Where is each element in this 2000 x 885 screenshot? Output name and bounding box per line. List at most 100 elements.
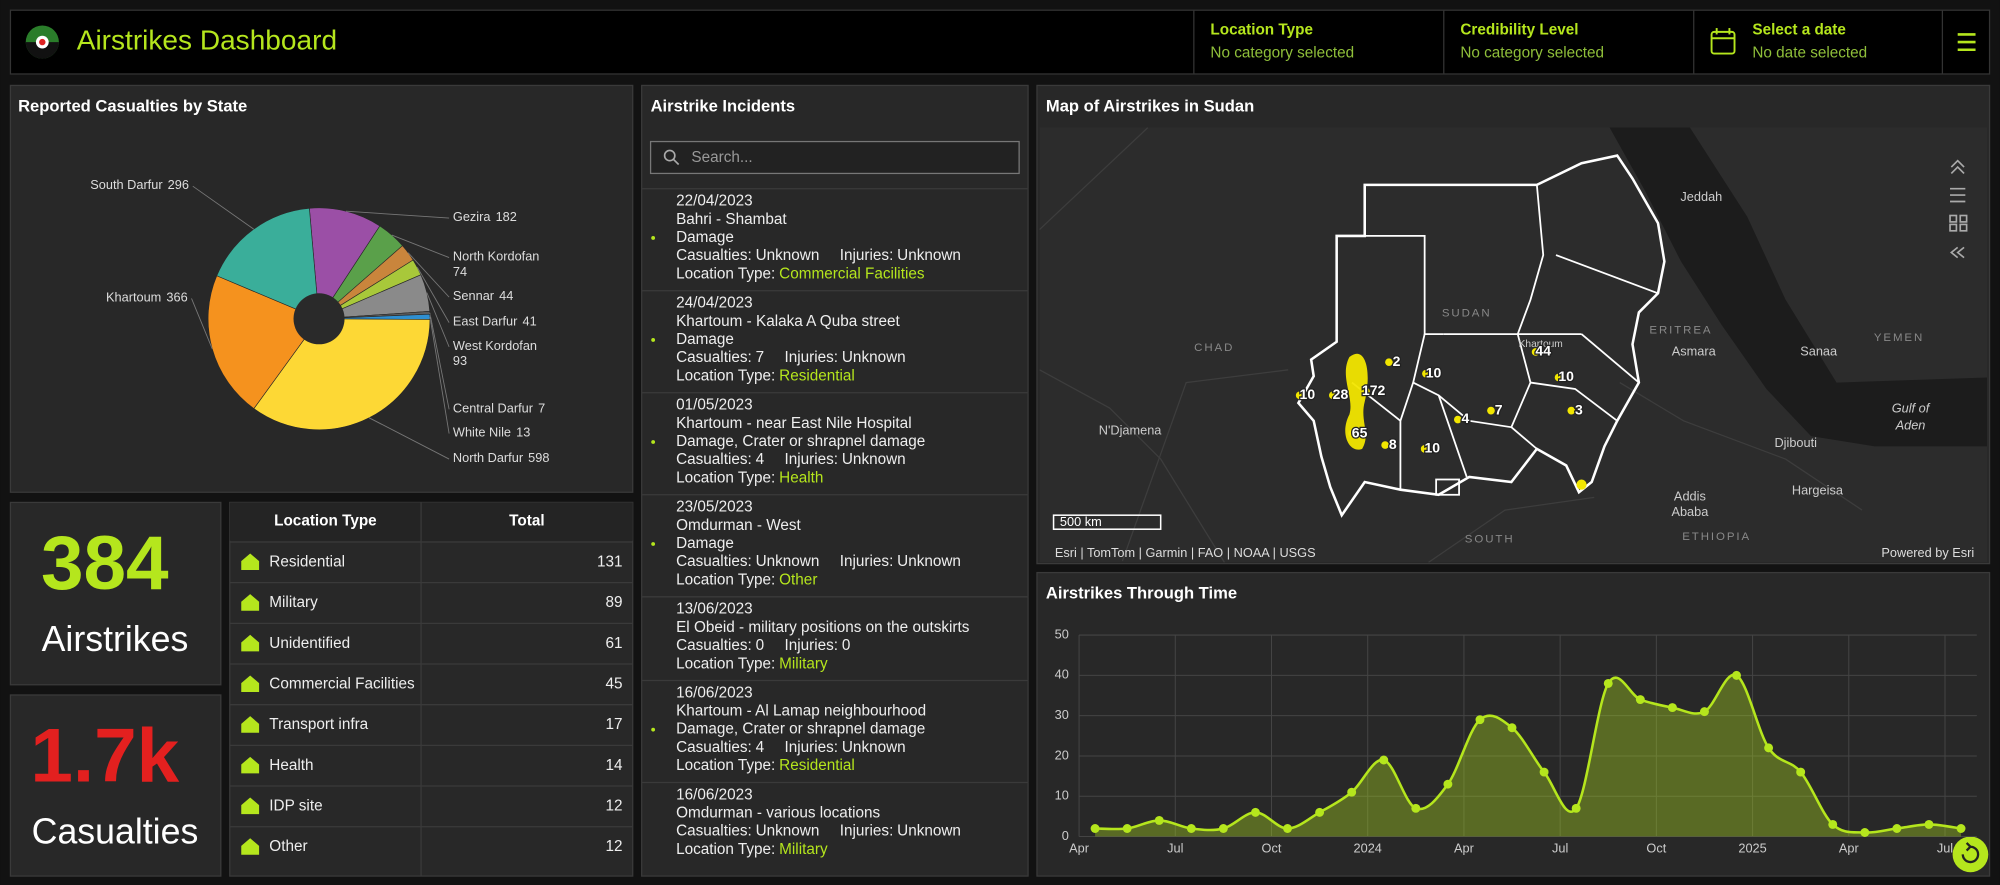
location-label: Location Type: (676, 655, 775, 672)
point (1379, 755, 1389, 765)
map-cluster[interactable] (1362, 387, 1370, 396)
pie-slice (309, 207, 381, 320)
map-cluster-label: 4 (1462, 410, 1470, 426)
injuries-label: Injuries: (785, 637, 839, 654)
map-cluster[interactable] (1381, 441, 1389, 449)
x-tick-label: Jul (1167, 841, 1183, 856)
incident-damage: Damage (676, 331, 734, 348)
item-bullet (651, 440, 656, 444)
map-cluster[interactable] (1329, 391, 1337, 400)
location-label: Location Type: (676, 470, 775, 487)
table-cell: Health (269, 757, 313, 774)
map-cluster[interactable] (1295, 391, 1304, 400)
pie-label: South Darfur 296 (90, 178, 189, 193)
injuries-value: Unknown (842, 349, 906, 366)
filter-label[interactable]: Credibility Level (1460, 22, 1578, 39)
pie-label: White Nile 13 (453, 425, 530, 440)
x-tick-label: Apr (1069, 841, 1090, 856)
table-cell: 45 (606, 675, 623, 692)
reset-button[interactable] (1952, 836, 1989, 873)
item-bullet (651, 542, 656, 546)
map-cluster[interactable] (1567, 406, 1576, 415)
point (1443, 779, 1453, 789)
item-bullet (651, 338, 656, 342)
injuries-value: 0 (842, 637, 851, 654)
pie-label: Gezira 182 (453, 209, 517, 224)
table-cell: 12 (606, 797, 623, 814)
incident-damage: Damage, Crater or shrapnel damage (676, 721, 925, 738)
casualties-value: Unknown (756, 823, 820, 840)
pie-label-name: East Darfur (453, 314, 518, 329)
filter-label[interactable]: Location Type (1210, 22, 1313, 39)
filter-label[interactable]: Select a date (1752, 22, 1846, 39)
indicator-label: Casualties (32, 811, 199, 851)
map-place-label: Jeddah (1680, 189, 1722, 204)
casualties-label: Casualties: (676, 637, 752, 654)
x-tick-label: Apr (1454, 841, 1475, 856)
casualties-label: Casualties: (676, 349, 752, 366)
injuries-value: Unknown (897, 553, 961, 570)
search-box[interactable] (649, 140, 1020, 175)
menu-button[interactable] (1957, 33, 1976, 52)
map-cluster[interactable] (1348, 429, 1356, 438)
y-tick-label: 0 (1062, 828, 1069, 843)
map[interactable] (1039, 127, 1988, 563)
point (1315, 807, 1325, 817)
item-bullet (651, 727, 656, 732)
map-cluster[interactable] (1531, 348, 1540, 356)
location-value: Military (779, 841, 828, 858)
incident-title: El Obeid - military positions on the out… (676, 619, 970, 636)
incident-casualties: Casualties: 4 Injuries: Unknown (676, 739, 906, 756)
incident-location: Location Type: Military (676, 655, 828, 672)
map-controls[interactable] (1949, 159, 1968, 259)
pie-label-value: 93 (453, 354, 467, 369)
leader-line (429, 312, 450, 410)
pie-label-value: 13 (516, 425, 530, 440)
location-value: Other (779, 572, 817, 589)
pie-title: Reported Casualties by State (18, 96, 247, 115)
table-column-header: Total (509, 513, 544, 530)
map-place-label: N'Djamena (1099, 422, 1163, 437)
map-cluster[interactable] (1487, 406, 1495, 415)
map-place-label: Aden (1895, 417, 1926, 432)
incident-casualties: Casualties: Unknown Injuries: Unknown (676, 553, 961, 570)
pie-label: North Kordofan 74 (453, 249, 539, 279)
incident-title: Bahri - Shambat (676, 211, 787, 228)
pie-label: Sennar 44 (453, 289, 513, 304)
incident-date: 16/06/2023 (676, 786, 753, 803)
dashboard-title: Airstrikes Dashboard (77, 24, 337, 55)
map-scale-label: 500 km (1060, 514, 1102, 529)
point (1154, 815, 1164, 825)
row-icon (241, 716, 260, 733)
y-tick-label: 30 (1055, 707, 1069, 722)
table-cell: 89 (606, 594, 623, 611)
leader-line (416, 267, 450, 323)
map-place-label: Asmara (1672, 343, 1717, 358)
map-place-label: SOUTH (1465, 533, 1515, 545)
location-label: Location Type: (676, 265, 775, 282)
map-cluster[interactable] (1385, 358, 1393, 366)
row-icon (241, 838, 260, 855)
y-tick-label: 20 (1055, 747, 1069, 762)
reset-icon (1961, 842, 1980, 864)
injuries-value: Unknown (897, 823, 961, 840)
point (1667, 703, 1677, 713)
header-dividers (1193, 10, 1944, 74)
map-cluster[interactable] (1422, 369, 1430, 378)
point (1539, 767, 1549, 777)
pie-label-value: 41 (523, 314, 537, 329)
pie-label-name: West Kordofan (453, 338, 537, 353)
incident-casualties: Casualties: 7 Injuries: Unknown (676, 349, 906, 366)
map-point[interactable] (1576, 479, 1587, 490)
injuries-value: Unknown (842, 739, 906, 756)
injuries-label: Injuries: (785, 451, 839, 468)
incidents-title: Airstrike Incidents (651, 96, 796, 115)
map-cluster[interactable] (1420, 445, 1429, 453)
calendar-icon[interactable] (1710, 28, 1736, 55)
incident-damage: Damage (676, 535, 734, 552)
map-cluster[interactable] (1453, 415, 1462, 424)
point (1475, 715, 1485, 725)
map-cluster[interactable] (1554, 373, 1563, 382)
injuries-value: Unknown (897, 247, 961, 264)
